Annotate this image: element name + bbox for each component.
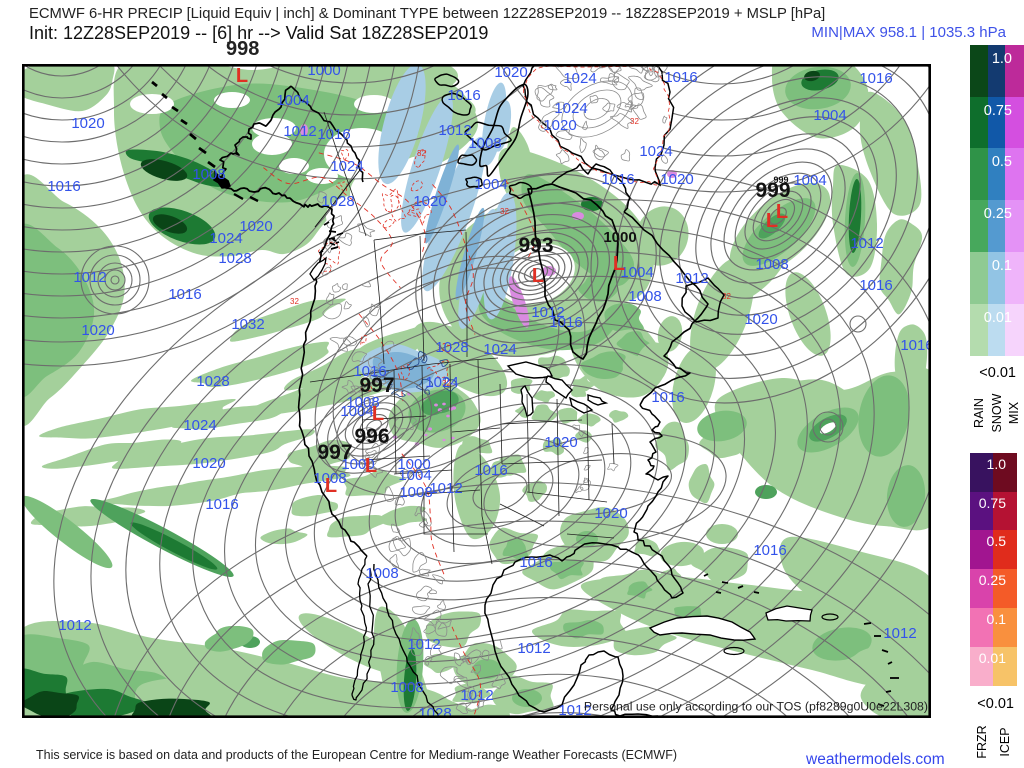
svg-text:1016: 1016 bbox=[353, 363, 386, 380]
svg-text:1016: 1016 bbox=[900, 337, 931, 354]
svg-text:1012: 1012 bbox=[438, 122, 471, 139]
svg-text:1032: 1032 bbox=[231, 316, 264, 333]
svg-text:1012: 1012 bbox=[850, 235, 883, 252]
svg-text:1000: 1000 bbox=[307, 64, 340, 79]
svg-text:1024: 1024 bbox=[209, 230, 242, 247]
svg-text:1008: 1008 bbox=[346, 394, 379, 411]
svg-text:L: L bbox=[766, 210, 778, 232]
svg-text:L: L bbox=[325, 475, 337, 497]
svg-text:L: L bbox=[613, 253, 625, 275]
svg-text:1028: 1028 bbox=[218, 250, 251, 267]
svg-text:1000: 1000 bbox=[603, 229, 636, 246]
svg-text:1004: 1004 bbox=[276, 92, 309, 109]
svg-text:32: 32 bbox=[500, 207, 509, 216]
svg-text:997: 997 bbox=[317, 441, 352, 464]
svg-text:32: 32 bbox=[290, 297, 299, 306]
svg-text:32: 32 bbox=[417, 149, 426, 158]
svg-text:1024: 1024 bbox=[554, 100, 587, 117]
svg-text:1024: 1024 bbox=[425, 374, 458, 391]
svg-text:1020: 1020 bbox=[744, 311, 777, 328]
svg-text:32: 32 bbox=[630, 117, 639, 126]
svg-text:1024: 1024 bbox=[563, 70, 596, 87]
svg-text:1000: 1000 bbox=[397, 456, 430, 473]
svg-text:1004: 1004 bbox=[793, 172, 826, 189]
svg-text:L: L bbox=[372, 403, 384, 425]
svg-text:1020: 1020 bbox=[413, 193, 446, 210]
svg-text:1020: 1020 bbox=[81, 322, 114, 339]
svg-text:1012: 1012 bbox=[517, 640, 550, 657]
svg-text:Personal use only according to: Personal use only according to our TOS (… bbox=[584, 700, 928, 714]
svg-text:1004: 1004 bbox=[813, 107, 846, 124]
svg-text:1004: 1004 bbox=[620, 264, 653, 281]
svg-text:1012: 1012 bbox=[675, 270, 708, 287]
svg-text:1020: 1020 bbox=[594, 505, 627, 522]
svg-text:1016: 1016 bbox=[519, 554, 552, 571]
svg-text:1008: 1008 bbox=[755, 256, 788, 273]
svg-text:1024: 1024 bbox=[330, 158, 363, 175]
svg-text:993: 993 bbox=[518, 234, 553, 257]
svg-text:996: 996 bbox=[354, 425, 389, 448]
svg-text:1008: 1008 bbox=[365, 565, 398, 582]
svg-text:1012: 1012 bbox=[558, 702, 591, 718]
svg-text:1020: 1020 bbox=[239, 218, 272, 235]
svg-text:1008: 1008 bbox=[468, 135, 501, 152]
svg-text:1008: 1008 bbox=[399, 484, 432, 501]
svg-text:1004: 1004 bbox=[474, 176, 507, 193]
svg-text:997: 997 bbox=[359, 374, 394, 397]
svg-text:1020: 1020 bbox=[71, 115, 104, 132]
svg-text:1012: 1012 bbox=[58, 617, 91, 634]
svg-text:1020: 1020 bbox=[660, 171, 693, 188]
svg-text:1016: 1016 bbox=[859, 277, 892, 294]
svg-text:1012: 1012 bbox=[73, 269, 106, 286]
svg-text:1008: 1008 bbox=[313, 470, 346, 487]
svg-text:1016: 1016 bbox=[447, 87, 480, 104]
svg-text:999: 999 bbox=[755, 179, 790, 202]
svg-text:1024: 1024 bbox=[483, 341, 516, 358]
svg-text:1016: 1016 bbox=[205, 496, 238, 513]
svg-text:1012: 1012 bbox=[429, 480, 462, 497]
svg-text:1016: 1016 bbox=[168, 286, 201, 303]
svg-text:1016: 1016 bbox=[601, 171, 634, 188]
svg-text:1024: 1024 bbox=[639, 143, 672, 160]
svg-text:1008: 1008 bbox=[192, 166, 225, 183]
svg-text:1016: 1016 bbox=[549, 314, 582, 331]
svg-text:L: L bbox=[236, 65, 248, 87]
svg-text:1020: 1020 bbox=[192, 455, 225, 472]
svg-text:1016: 1016 bbox=[753, 542, 786, 559]
svg-text:1012: 1012 bbox=[283, 123, 316, 140]
svg-text:1016: 1016 bbox=[651, 389, 684, 406]
svg-text:1008: 1008 bbox=[628, 288, 661, 305]
svg-text:1024: 1024 bbox=[183, 417, 216, 434]
svg-text:1028: 1028 bbox=[435, 339, 468, 356]
svg-text:1012: 1012 bbox=[460, 687, 493, 704]
svg-text:1004: 1004 bbox=[398, 467, 431, 484]
svg-text:L: L bbox=[365, 455, 377, 477]
svg-text:1028: 1028 bbox=[321, 193, 354, 210]
svg-text:1016: 1016 bbox=[47, 178, 80, 195]
svg-text:L: L bbox=[776, 201, 788, 223]
svg-text:1028: 1028 bbox=[196, 373, 229, 390]
svg-text:1004: 1004 bbox=[340, 403, 373, 420]
svg-text:1016: 1016 bbox=[859, 70, 892, 87]
svg-text:1016: 1016 bbox=[317, 126, 350, 143]
svg-text:1012: 1012 bbox=[531, 304, 564, 321]
svg-text:1020: 1020 bbox=[494, 64, 527, 81]
svg-text:1028: 1028 bbox=[418, 705, 451, 718]
svg-text:1008: 1008 bbox=[390, 679, 423, 696]
svg-text:1012: 1012 bbox=[407, 636, 440, 653]
svg-text:1000: 1000 bbox=[341, 456, 374, 473]
svg-text:1016: 1016 bbox=[474, 462, 507, 479]
svg-text:32: 32 bbox=[722, 292, 731, 301]
svg-text:1020: 1020 bbox=[543, 117, 576, 134]
svg-text:L: L bbox=[532, 265, 544, 287]
svg-text:1012: 1012 bbox=[883, 625, 916, 642]
svg-text:1016: 1016 bbox=[664, 69, 697, 86]
svg-text:999: 999 bbox=[773, 175, 788, 185]
svg-text:1020: 1020 bbox=[544, 434, 577, 451]
svg-text:32: 32 bbox=[442, 379, 451, 388]
